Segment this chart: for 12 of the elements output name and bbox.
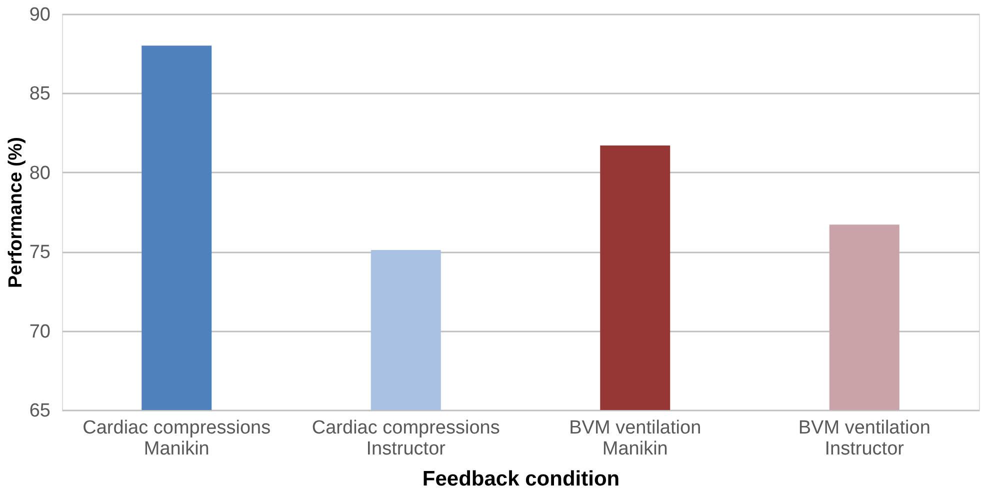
y-tick-label: 75 [29, 242, 50, 264]
y-tick-label: 90 [29, 4, 50, 26]
y-tick-label: 70 [29, 321, 50, 342]
x-tick-label: Cardiac compressions Instructor [312, 418, 500, 460]
x-tick-label: Cardiac compressions Manikin [82, 418, 271, 460]
x-tick-label: BVM ventilation Instructor [798, 418, 930, 460]
y-tick-label: 85 [29, 84, 50, 105]
y-axis-title: Performance (%) [5, 137, 26, 288]
x-axis-title: Feedback condition [422, 468, 620, 490]
x-tick-label: BVM ventilation Manikin [569, 418, 702, 460]
y-tick-label: 80 [29, 162, 50, 184]
y-tick-label: 65 [29, 400, 50, 422]
